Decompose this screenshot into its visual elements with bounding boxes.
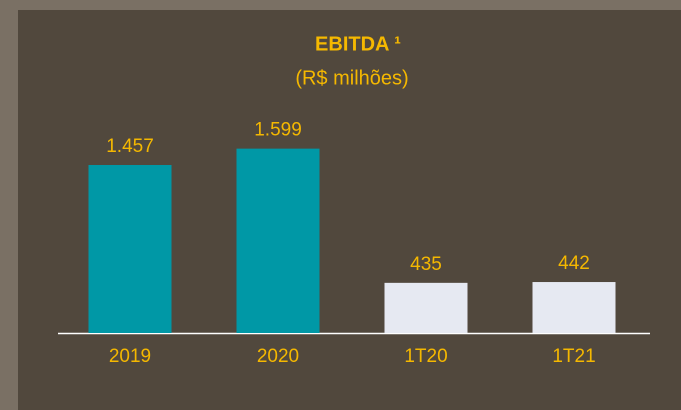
bar [385, 283, 468, 333]
chart: EBITDA ¹ (R$ milhões) 1.457 2019 1.599 2020… [0, 0, 681, 410]
value-label: 435 [410, 254, 442, 275]
bar [237, 149, 320, 333]
x-tick-label: 1T20 [404, 346, 447, 367]
value-label: 442 [558, 253, 590, 274]
x-tick-label: 2020 [257, 346, 299, 367]
chart-subtitle: (R$ milhões) [295, 67, 408, 89]
bar [533, 282, 616, 333]
value-label: 1.599 [254, 120, 302, 141]
x-tick-label: 1T21 [552, 346, 595, 367]
x-tick-label: 2019 [109, 346, 151, 367]
bar [89, 165, 172, 333]
chart-title: EBITDA ¹ [315, 33, 401, 55]
value-label: 1.457 [106, 136, 154, 157]
